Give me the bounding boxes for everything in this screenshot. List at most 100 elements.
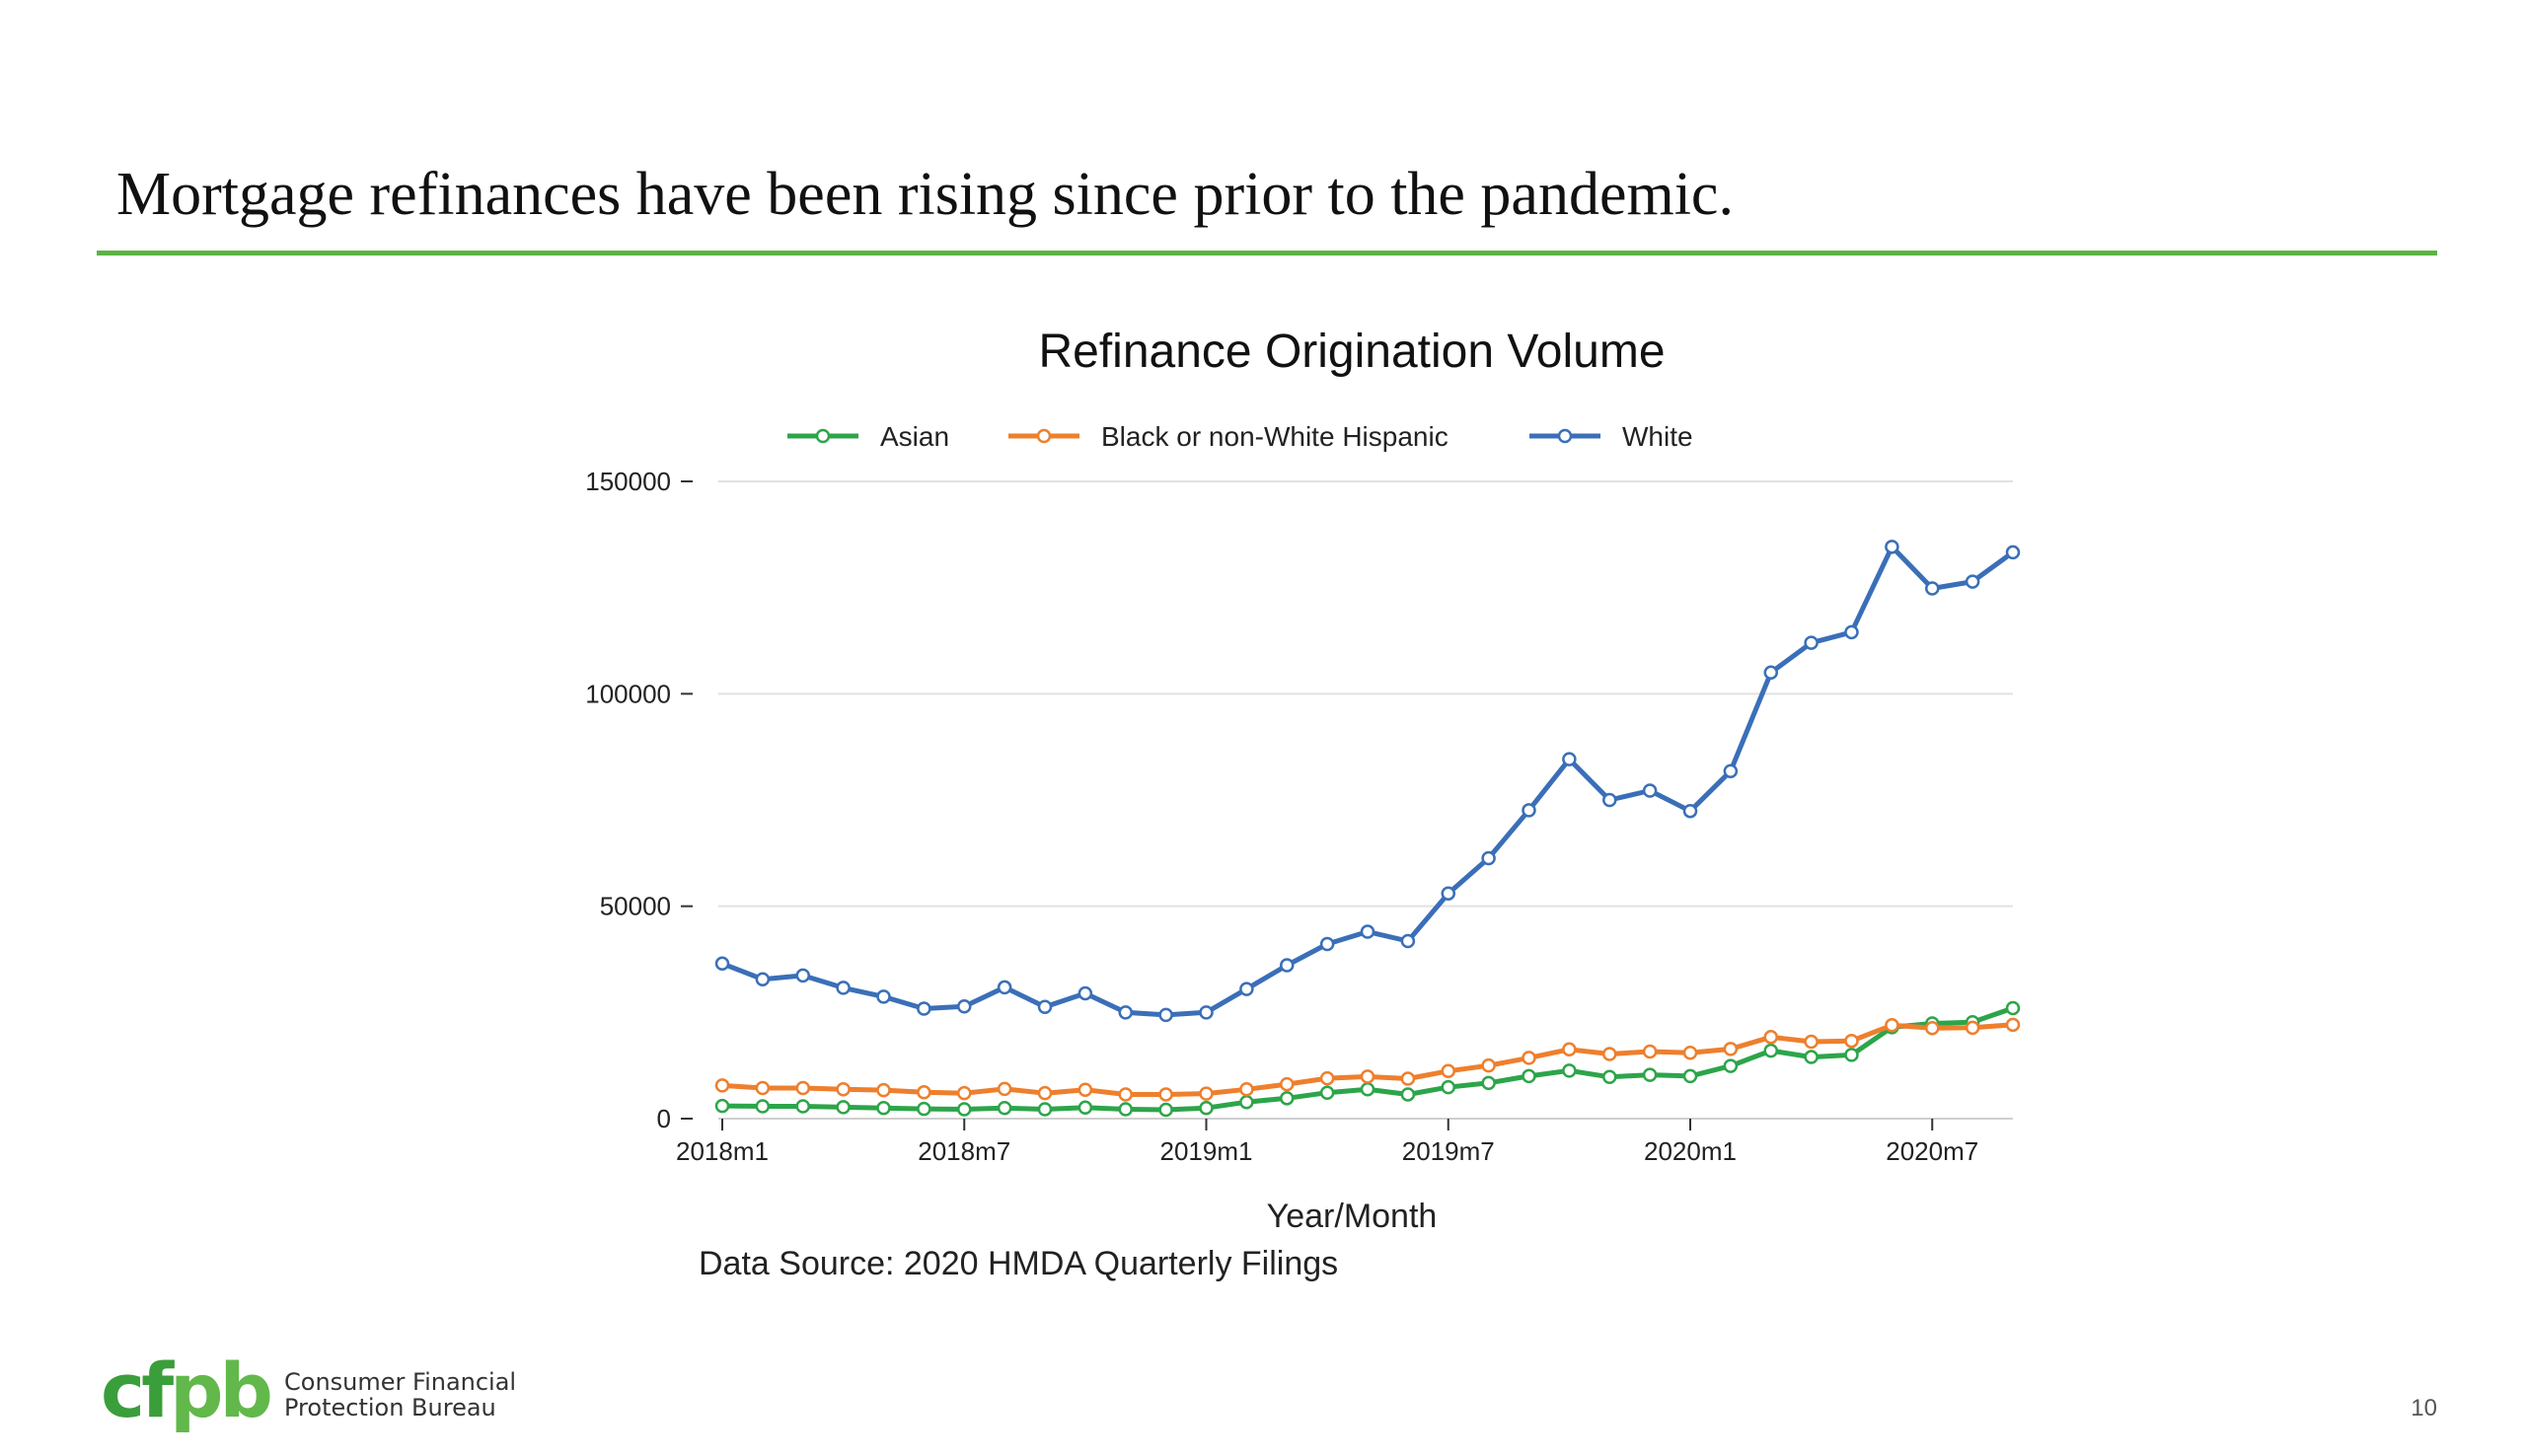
data-point bbox=[1602, 1047, 1617, 1061]
x-tick-label: 2018m1 bbox=[676, 1136, 769, 1166]
data-point bbox=[714, 1078, 730, 1093]
data-point bbox=[1118, 1005, 1133, 1020]
data-point bbox=[1158, 1087, 1173, 1102]
data-point bbox=[1522, 803, 1536, 818]
data-point bbox=[1804, 635, 1819, 650]
data-point bbox=[1562, 1063, 1577, 1078]
legend: Asian Black or non-White Hispanic White bbox=[787, 421, 1693, 452]
data-point bbox=[1844, 1048, 1859, 1062]
data-point bbox=[876, 1100, 891, 1116]
data-point bbox=[755, 1080, 771, 1096]
data-point bbox=[1280, 1076, 1295, 1092]
data-point bbox=[1844, 1033, 1859, 1049]
data-point bbox=[1239, 982, 1254, 996]
data-point bbox=[1481, 850, 1496, 866]
data-point bbox=[1037, 1085, 1053, 1101]
y-tick-label: 100000 bbox=[585, 679, 671, 708]
data-point bbox=[1763, 1030, 1778, 1045]
data-point bbox=[1682, 803, 1698, 819]
data-point bbox=[1441, 1063, 1455, 1079]
data-point bbox=[1522, 1068, 1536, 1084]
legend-label: Asian bbox=[880, 421, 949, 452]
data-point bbox=[917, 1101, 931, 1117]
data-point bbox=[1158, 1102, 1173, 1118]
data-point bbox=[1077, 1100, 1093, 1116]
data-point bbox=[795, 1080, 810, 1096]
data-point bbox=[1360, 1082, 1375, 1097]
data-point bbox=[876, 989, 891, 1004]
data-point bbox=[917, 1085, 931, 1100]
data-point bbox=[997, 1081, 1012, 1097]
data-point bbox=[2005, 1017, 2021, 1033]
data-source-note: Data Source: 2020 HMDA Quarterly Filings bbox=[699, 1245, 1338, 1282]
page-number: 10 bbox=[2411, 1395, 2437, 1421]
data-point bbox=[1199, 1005, 1214, 1020]
data-point bbox=[1441, 886, 1455, 901]
data-point bbox=[795, 968, 810, 983]
data-point bbox=[1682, 1045, 1698, 1060]
data-point bbox=[714, 1098, 730, 1114]
data-point bbox=[1763, 665, 1778, 681]
data-point bbox=[1441, 1079, 1455, 1095]
legend-marker bbox=[1036, 428, 1052, 444]
data-point bbox=[755, 972, 771, 986]
data-point bbox=[1723, 764, 1739, 778]
data-point bbox=[1280, 1091, 1295, 1106]
data-point bbox=[1118, 1102, 1133, 1117]
data-point bbox=[836, 1100, 851, 1115]
data-point bbox=[1925, 1021, 1940, 1036]
title-divider bbox=[97, 251, 2437, 255]
x-tick-label: 2019m1 bbox=[1160, 1136, 1253, 1166]
data-point bbox=[1723, 1042, 1739, 1056]
data-point bbox=[1885, 1018, 1899, 1033]
data-point bbox=[1077, 1082, 1093, 1097]
data-point bbox=[1642, 1067, 1658, 1082]
data-point bbox=[1319, 936, 1335, 952]
x-tick-label: 2018m7 bbox=[918, 1136, 1010, 1166]
data-point bbox=[1965, 574, 1980, 589]
data-point bbox=[1602, 1069, 1617, 1085]
data-point bbox=[1925, 581, 1940, 596]
data-point bbox=[1602, 792, 1617, 808]
logo-line-2: Protection Bureau bbox=[284, 1394, 496, 1421]
data-point bbox=[997, 1100, 1012, 1116]
data-point bbox=[1804, 1034, 1819, 1050]
data-point bbox=[795, 1099, 810, 1114]
data-point bbox=[1481, 1057, 1496, 1073]
legend-marker bbox=[1557, 428, 1573, 444]
y-tick-label: 50000 bbox=[600, 892, 671, 921]
data-point bbox=[1763, 1043, 1778, 1058]
data-point bbox=[1199, 1100, 1214, 1116]
legend-label: Black or non-White Hispanic bbox=[1101, 421, 1449, 452]
x-tick-label: 2020m7 bbox=[1886, 1136, 1978, 1166]
data-point bbox=[1239, 1082, 1254, 1097]
data-point bbox=[1037, 999, 1053, 1014]
axes: 0 50000 100000 150000 2018m1 2018m7 2019m1 2019… bbox=[585, 467, 2013, 1166]
slide-title: Mortgage refinances have been rising sin… bbox=[116, 161, 1734, 228]
chart-title: Refinance Origination Volume bbox=[1038, 326, 1665, 378]
series-lines bbox=[714, 540, 2021, 1118]
x-axis-label: Year/Month bbox=[1267, 1198, 1438, 1235]
data-point bbox=[1400, 933, 1416, 949]
y-tick-label: 0 bbox=[657, 1104, 671, 1133]
logo-line-1: Consumer Financial bbox=[284, 1368, 517, 1396]
data-point bbox=[1037, 1102, 1053, 1117]
data-point bbox=[1522, 1051, 1536, 1065]
data-point bbox=[1400, 1087, 1416, 1102]
data-point bbox=[1400, 1071, 1416, 1086]
data-point bbox=[1280, 958, 1295, 973]
y-tick-label: 150000 bbox=[585, 467, 671, 496]
cfpb-logo-mark: cfpb bbox=[101, 1347, 273, 1434]
data-point bbox=[1077, 985, 1093, 1001]
data-point bbox=[1239, 1094, 1254, 1110]
data-point bbox=[1360, 1069, 1375, 1084]
data-point bbox=[836, 1082, 851, 1097]
cfpb-logo: cfpb Consumer Financial Protection Burea… bbox=[101, 1351, 525, 1430]
data-point bbox=[1804, 1050, 1819, 1064]
data-point bbox=[1319, 1070, 1335, 1086]
data-point bbox=[876, 1082, 891, 1098]
x-tick-label: 2019m7 bbox=[1402, 1136, 1495, 1166]
data-point bbox=[1682, 1068, 1698, 1084]
data-point bbox=[1158, 1007, 1173, 1023]
